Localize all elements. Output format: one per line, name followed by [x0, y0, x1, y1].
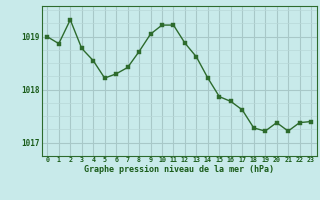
X-axis label: Graphe pression niveau de la mer (hPa): Graphe pression niveau de la mer (hPa) — [84, 165, 274, 174]
